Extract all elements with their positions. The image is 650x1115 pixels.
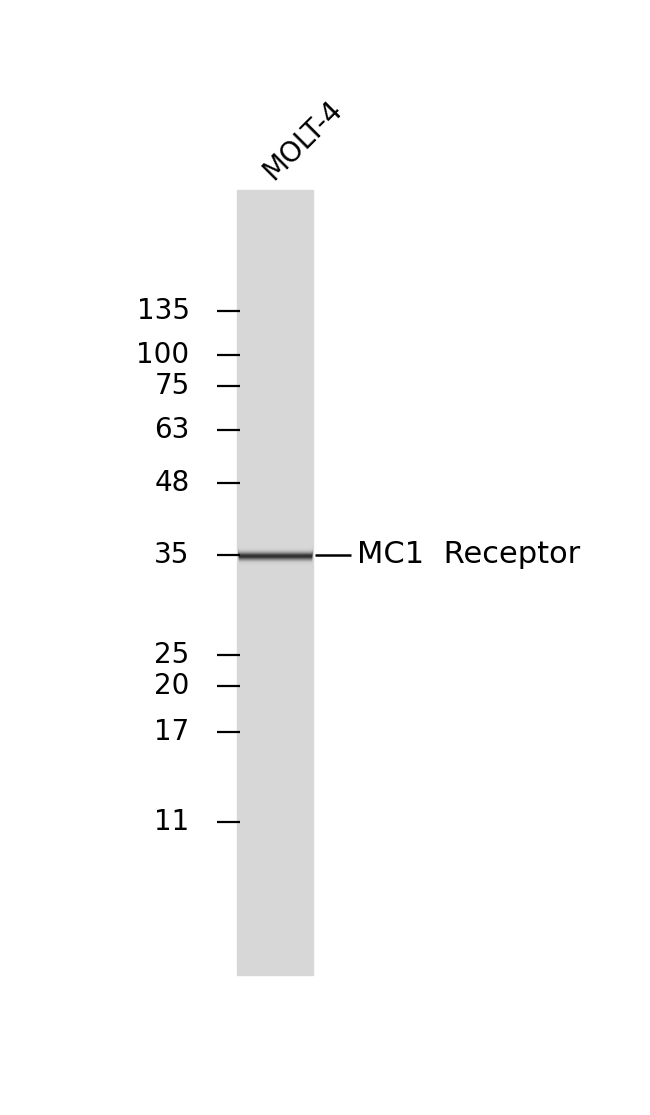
Bar xyxy=(239,556,311,558)
Bar xyxy=(239,551,311,552)
Text: 48: 48 xyxy=(154,468,190,496)
Text: 25: 25 xyxy=(154,641,190,669)
Bar xyxy=(239,562,311,563)
Bar xyxy=(239,559,311,560)
Bar xyxy=(239,563,311,564)
Bar xyxy=(239,560,311,561)
Text: 11: 11 xyxy=(154,808,190,836)
Bar xyxy=(239,549,311,550)
Bar xyxy=(239,562,311,563)
Bar xyxy=(239,551,311,552)
Bar xyxy=(239,558,311,559)
Text: 63: 63 xyxy=(154,416,190,444)
Bar xyxy=(239,554,311,555)
Bar xyxy=(239,555,311,556)
Bar xyxy=(239,549,311,550)
Bar xyxy=(239,559,311,560)
Bar xyxy=(239,562,311,563)
Text: 75: 75 xyxy=(154,372,190,400)
Bar xyxy=(239,554,311,555)
Bar xyxy=(239,553,311,554)
Bar xyxy=(239,551,311,552)
Bar xyxy=(239,556,311,558)
Bar xyxy=(239,544,311,545)
Bar xyxy=(239,551,311,552)
Text: MC1  Receptor: MC1 Receptor xyxy=(358,541,580,570)
Text: MOLT-4: MOLT-4 xyxy=(258,95,348,185)
Bar xyxy=(239,552,311,553)
Bar xyxy=(239,561,311,562)
Bar xyxy=(239,550,311,551)
Bar xyxy=(239,544,311,545)
Bar xyxy=(239,558,311,559)
Bar xyxy=(239,563,311,564)
Bar xyxy=(239,554,311,555)
Bar xyxy=(239,561,311,562)
Bar xyxy=(239,556,311,558)
Bar xyxy=(239,553,311,554)
Bar xyxy=(239,555,311,556)
Text: 20: 20 xyxy=(154,672,190,700)
Bar xyxy=(239,561,311,562)
Bar xyxy=(239,553,311,554)
Text: 35: 35 xyxy=(154,541,190,569)
Bar xyxy=(239,561,311,562)
Bar xyxy=(239,559,311,560)
Bar xyxy=(239,555,311,556)
Bar xyxy=(239,545,311,546)
Bar xyxy=(239,560,311,561)
Bar xyxy=(239,563,311,564)
Bar xyxy=(239,546,311,547)
Bar xyxy=(239,553,311,554)
Bar xyxy=(239,560,311,561)
Text: 100: 100 xyxy=(136,340,190,369)
Bar xyxy=(239,547,311,549)
Bar xyxy=(239,547,311,549)
Bar xyxy=(239,552,311,553)
Bar xyxy=(239,546,311,547)
Bar xyxy=(239,549,311,550)
Bar xyxy=(239,554,311,555)
Bar xyxy=(239,560,311,561)
Bar xyxy=(239,544,311,545)
Bar xyxy=(239,552,311,553)
Bar xyxy=(239,562,311,563)
Bar xyxy=(239,545,311,546)
Bar xyxy=(239,550,311,551)
Text: 135: 135 xyxy=(136,298,190,326)
Bar xyxy=(239,559,311,560)
Bar xyxy=(239,547,311,549)
Bar xyxy=(239,546,311,547)
Bar xyxy=(237,190,313,976)
Text: 17: 17 xyxy=(154,718,190,746)
Bar xyxy=(239,552,311,553)
Bar xyxy=(239,558,311,559)
Bar xyxy=(239,563,311,564)
Bar xyxy=(239,545,311,546)
Bar xyxy=(239,550,311,551)
Bar xyxy=(239,564,311,565)
Bar xyxy=(239,546,311,547)
Bar xyxy=(239,564,311,565)
Bar xyxy=(239,549,311,550)
Bar xyxy=(239,545,311,546)
Bar xyxy=(239,558,311,559)
Bar xyxy=(239,547,311,549)
Bar xyxy=(239,560,311,561)
Bar xyxy=(239,553,311,554)
Bar xyxy=(239,555,311,556)
Bar xyxy=(239,556,311,558)
Bar xyxy=(239,550,311,551)
Bar xyxy=(239,556,311,558)
Bar xyxy=(239,544,311,545)
Bar xyxy=(239,546,311,547)
Bar xyxy=(239,563,311,564)
Bar xyxy=(239,550,311,551)
